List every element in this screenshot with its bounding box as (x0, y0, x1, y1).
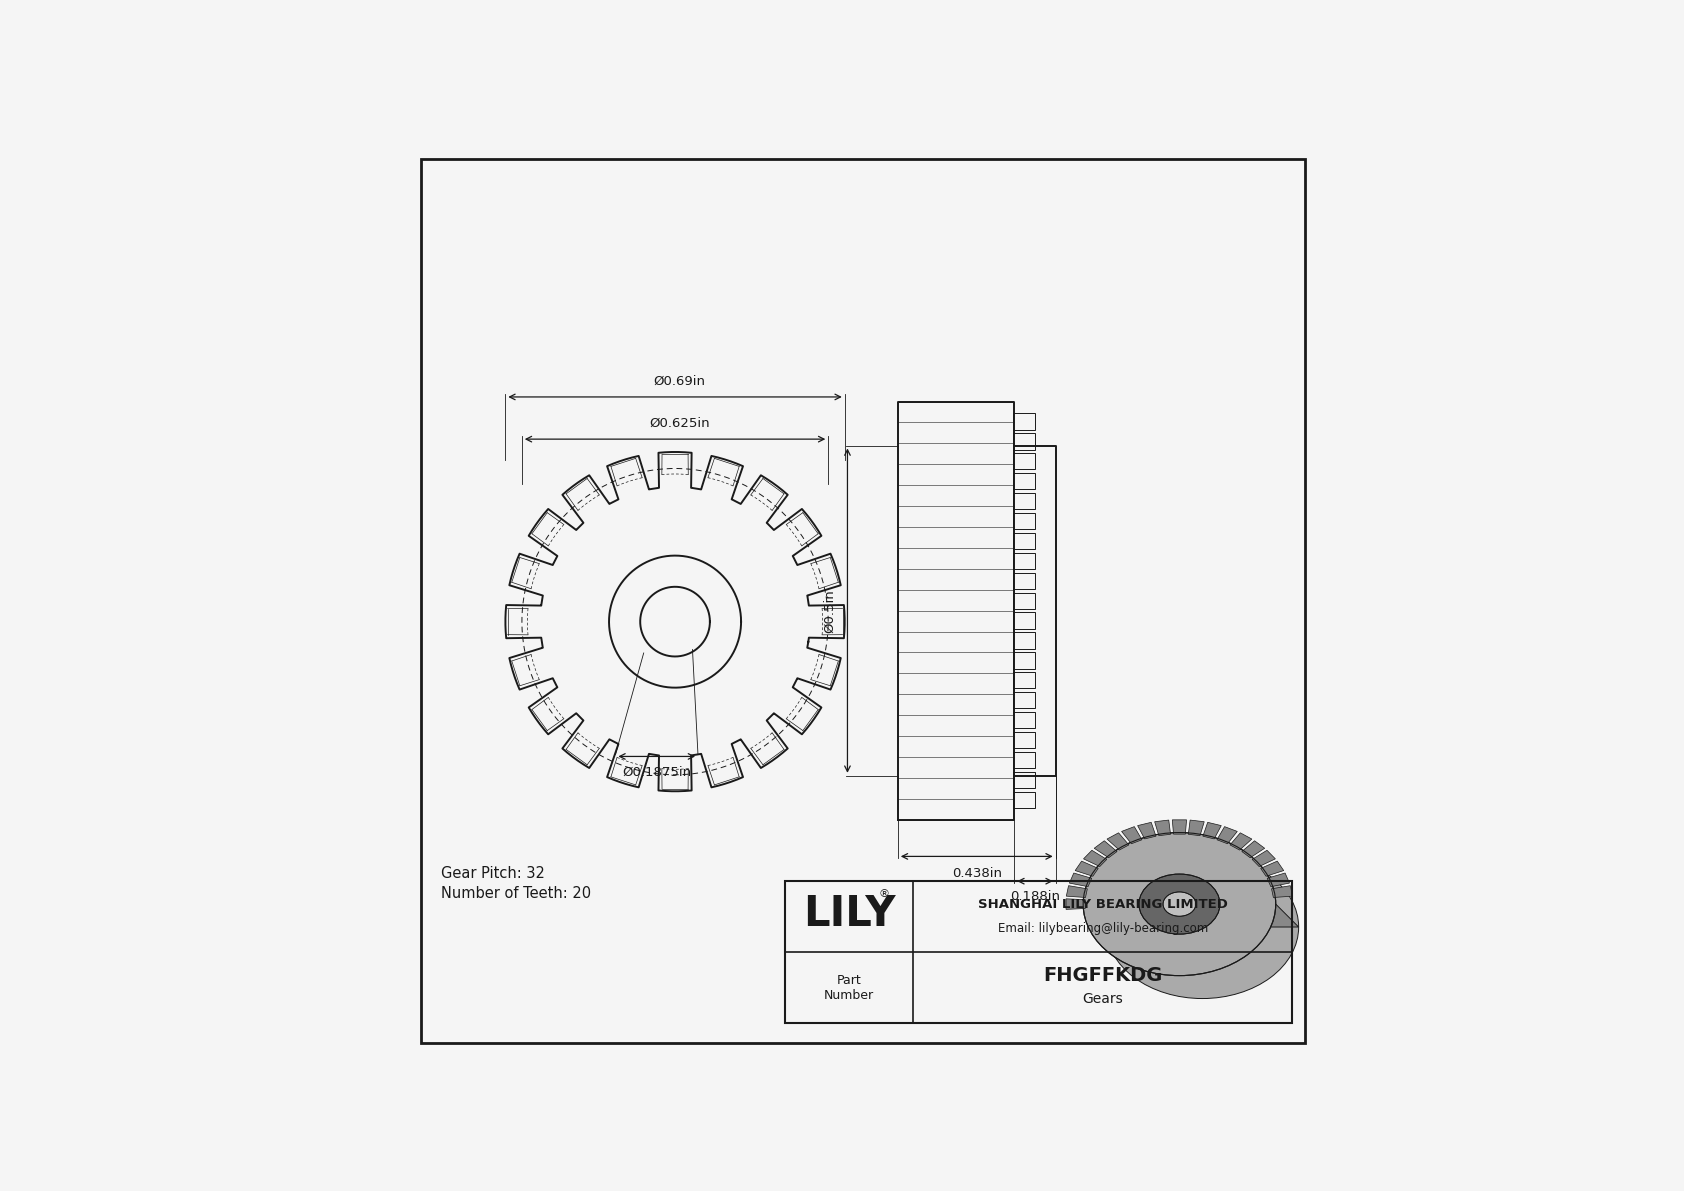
Polygon shape (1202, 822, 1221, 838)
Text: Ø0.5in: Ø0.5in (823, 588, 837, 632)
Text: Gears: Gears (1083, 992, 1123, 1005)
Text: Email: lilybearing@lily-bearing.com: Email: lilybearing@lily-bearing.com (997, 922, 1207, 935)
Text: Ø0.69in: Ø0.69in (653, 375, 706, 388)
Polygon shape (1261, 861, 1283, 877)
Text: Ø0.625in: Ø0.625in (650, 417, 711, 430)
Text: Ø0.1875in: Ø0.1875in (621, 766, 690, 779)
Ellipse shape (1106, 855, 1298, 998)
Text: ®: ® (879, 890, 889, 899)
Polygon shape (1106, 833, 1128, 850)
Text: Number of Teeth: 20: Number of Teeth: 20 (441, 886, 591, 902)
Polygon shape (1083, 850, 1106, 867)
Text: Gear Pitch: 32: Gear Pitch: 32 (441, 866, 546, 881)
Polygon shape (1066, 886, 1088, 898)
Polygon shape (1172, 819, 1187, 834)
Polygon shape (1095, 841, 1116, 858)
Text: 0.188in: 0.188in (1010, 891, 1059, 903)
Polygon shape (1266, 873, 1290, 886)
Ellipse shape (1164, 892, 1196, 916)
Polygon shape (1253, 850, 1275, 867)
Polygon shape (1083, 904, 1298, 927)
Polygon shape (1218, 827, 1238, 843)
Ellipse shape (1083, 833, 1276, 975)
Text: LILY: LILY (803, 893, 896, 935)
Polygon shape (1122, 827, 1142, 843)
Polygon shape (1069, 873, 1091, 886)
Polygon shape (1066, 899, 1084, 910)
Polygon shape (1138, 822, 1155, 838)
Text: Part
Number: Part Number (823, 973, 874, 1002)
Polygon shape (1189, 821, 1204, 836)
Polygon shape (1229, 833, 1251, 850)
Bar (785, 881, 1292, 1023)
Polygon shape (1271, 886, 1293, 898)
Text: 0.438in: 0.438in (951, 867, 1002, 880)
Text: FHGFFKDG: FHGFFKDG (1042, 966, 1162, 985)
Polygon shape (1241, 841, 1265, 858)
Ellipse shape (1138, 874, 1219, 934)
Polygon shape (1155, 821, 1170, 836)
Text: SHANGHAI LILY BEARING LIMITED: SHANGHAI LILY BEARING LIMITED (978, 898, 1228, 911)
Polygon shape (1074, 861, 1098, 877)
